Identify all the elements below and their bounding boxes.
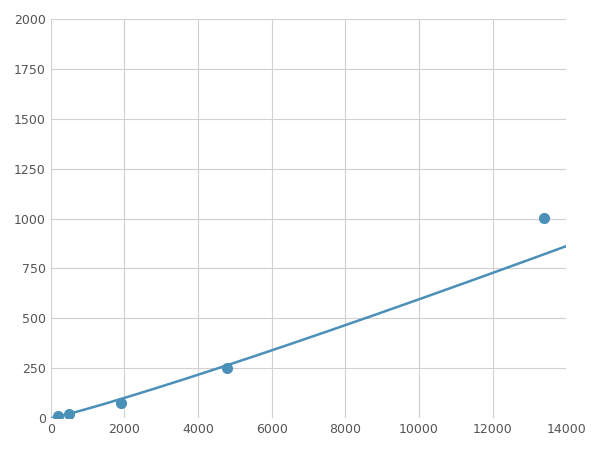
Point [53, 413, 63, 420]
Point [64, 411, 74, 418]
Point [539, 214, 549, 221]
Point [223, 365, 232, 372]
Point [116, 400, 125, 407]
